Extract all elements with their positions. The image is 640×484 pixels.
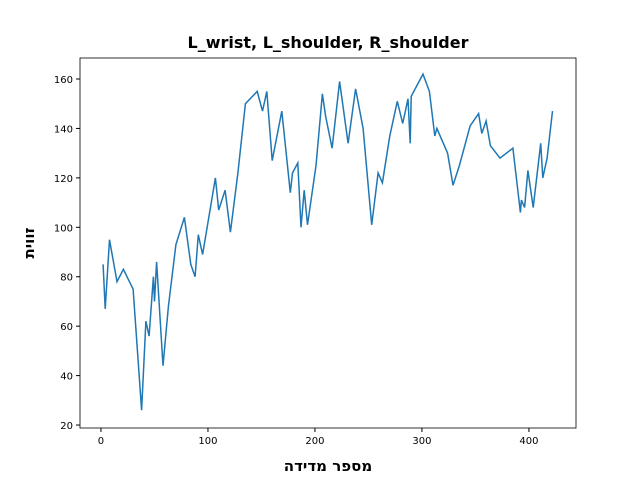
y-tick-label: 60	[60, 322, 73, 333]
x-tick-label: 0	[98, 436, 104, 447]
y-tick-label: 160	[54, 75, 73, 86]
y-tick-label: 80	[60, 273, 73, 284]
x-tick-label: 400	[519, 436, 538, 447]
x-tick-label: 100	[198, 436, 217, 447]
y-tick-label: 140	[54, 124, 73, 135]
y-tick-label: 100	[54, 223, 73, 234]
y-axis-label: זווית	[20, 228, 38, 259]
plot-frame	[79, 57, 577, 429]
x-tick-label: 200	[305, 436, 324, 447]
chart-title: L_wrist, L_shoulder, R_shoulder	[188, 33, 469, 52]
y-tick-label: 20	[60, 421, 73, 432]
x-tick-label: 300	[412, 436, 431, 447]
x-axis-label: מספר מדידה	[284, 457, 372, 475]
y-tick-label: 120	[54, 174, 73, 185]
y-tick-label: 40	[60, 372, 73, 383]
data-line	[102, 72, 554, 411]
